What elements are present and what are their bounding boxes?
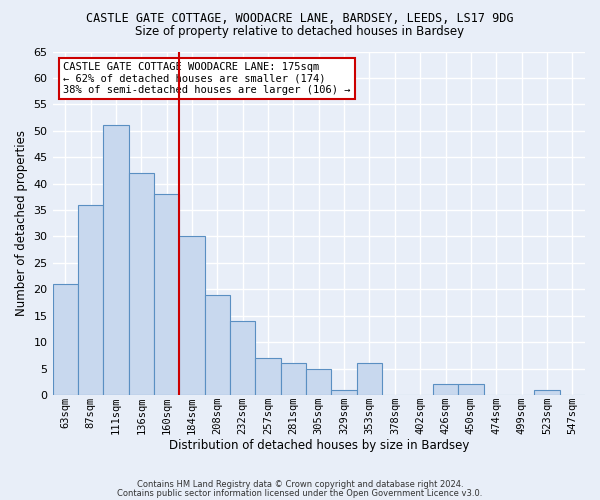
X-axis label: Distribution of detached houses by size in Bardsey: Distribution of detached houses by size … — [169, 440, 469, 452]
Bar — [154, 194, 179, 395]
Text: CASTLE GATE COTTAGE WOODACRE LANE: 175sqm
← 62% of detached houses are smaller (: CASTLE GATE COTTAGE WOODACRE LANE: 175sq… — [63, 62, 350, 95]
Bar — [179, 236, 205, 395]
Bar — [357, 364, 382, 395]
Bar — [534, 390, 560, 395]
Bar — [306, 368, 331, 395]
Bar — [281, 364, 306, 395]
Text: Size of property relative to detached houses in Bardsey: Size of property relative to detached ho… — [136, 25, 464, 38]
Bar — [433, 384, 458, 395]
Y-axis label: Number of detached properties: Number of detached properties — [15, 130, 28, 316]
Text: Contains public sector information licensed under the Open Government Licence v3: Contains public sector information licen… — [118, 488, 482, 498]
Bar — [205, 294, 230, 395]
Bar — [78, 205, 103, 395]
Bar — [128, 173, 154, 395]
Bar — [230, 321, 256, 395]
Text: CASTLE GATE COTTAGE, WOODACRE LANE, BARDSEY, LEEDS, LS17 9DG: CASTLE GATE COTTAGE, WOODACRE LANE, BARD… — [86, 12, 514, 26]
Bar — [256, 358, 281, 395]
Bar — [103, 126, 128, 395]
Bar — [458, 384, 484, 395]
Bar — [331, 390, 357, 395]
Text: Contains HM Land Registry data © Crown copyright and database right 2024.: Contains HM Land Registry data © Crown c… — [137, 480, 463, 489]
Bar — [53, 284, 78, 395]
